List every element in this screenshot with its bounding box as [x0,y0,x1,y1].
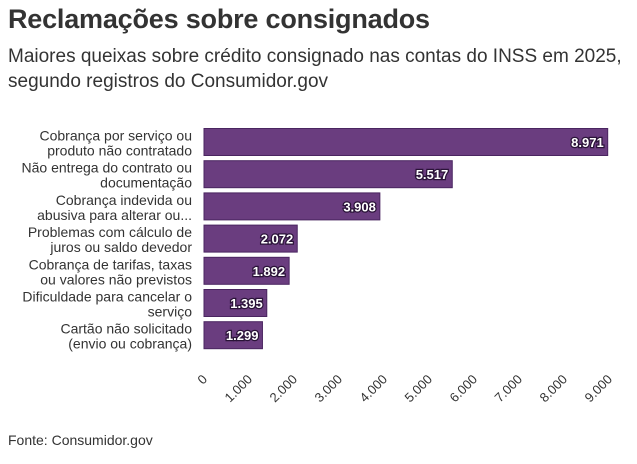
bar-value-label: 1.299 [226,328,259,343]
bar-value-label: 1.892 [253,264,286,279]
x-tick-label: 6.000 [447,372,481,406]
x-tick-label: 7.000 [492,372,526,406]
bar-value-label: 5.517 [416,167,449,182]
bar [203,256,290,285]
category-label: Problemas com cálculo de juros ou saldo d… [28,224,193,255]
bar [203,128,609,156]
category-label: Cobrança por serviço ou produto não contr… [39,128,192,159]
source-note: Fonte: Consumidor.gov [8,432,153,448]
bar [203,224,298,253]
bar-value-label: 1.395 [230,296,263,311]
x-tick-label: 2.000 [267,372,301,406]
category-label: Dificuldade para cancelar o serviço [22,289,192,320]
bar [203,160,453,189]
x-tick-label: 8.000 [537,372,571,406]
category-label: Não entrega do contrato ou documentação [22,160,193,191]
bar-value-label: 2.072 [261,232,294,247]
x-tick-label: 3.000 [312,372,346,406]
category-label: Cartão não solicitado (envio ou cobrança) [60,321,192,352]
x-tick-label: 5.000 [402,372,436,406]
bar-value-label: 8.971 [571,135,604,150]
bar [203,289,268,317]
chart-title: Reclamações sobre consignados [8,4,430,34]
category-label: Cobrança indevida ou abusiva para alterar… [37,192,192,223]
bar-value-label: 3.908 [343,199,376,214]
category-label: Cobrança de tarifas, taxas ou valores não… [29,256,192,287]
bar [203,192,381,221]
x-tick-label: 1.000 [222,372,256,406]
chart-subtitle: Maiores queixas sobre crédito consignado… [8,46,622,92]
x-tick-label: 4.000 [357,372,391,406]
x-tick-label: 0 [194,372,210,388]
bar [203,321,263,350]
x-tick-label: 9.000 [582,372,616,406]
